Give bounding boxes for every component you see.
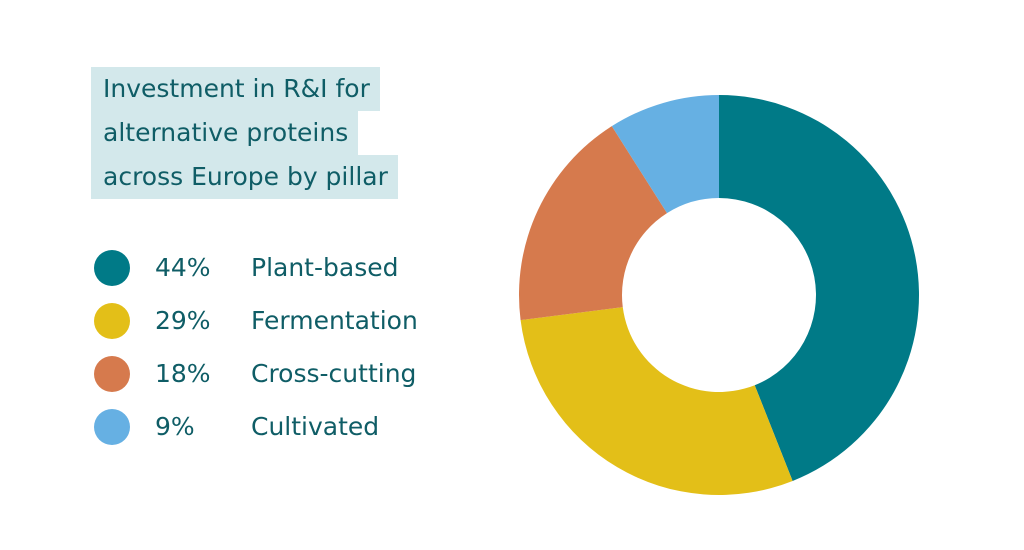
- legend-item-cultivated: 9% Cultivated: [94, 400, 418, 453]
- legend-swatch-plant-based: [94, 249, 130, 286]
- legend-label-cross-cutting: Cross-cutting: [251, 359, 417, 388]
- legend-swatch-cross-cutting: [94, 355, 130, 392]
- legend-label-fermentation: Fermentation: [251, 306, 418, 335]
- chart-legend: 44% Plant-based 29% Fermentation 18% Cro…: [94, 241, 418, 453]
- donut-slice-fermentation: [520, 307, 793, 495]
- donut-chart: [519, 95, 919, 495]
- chart-title-line-2: alternative proteins: [91, 111, 359, 155]
- legend-swatch-cultivated: [94, 408, 130, 445]
- donut-slice-plant-based: [719, 95, 919, 481]
- legend-item-cross-cutting: 18% Cross-cutting: [94, 347, 418, 400]
- chart-title: Investment in R&I for alternative protei…: [91, 67, 398, 199]
- legend-label-cultivated: Cultivated: [251, 412, 380, 441]
- legend-item-plant-based: 44% Plant-based: [94, 241, 418, 294]
- legend-label-plant-based: Plant-based: [251, 253, 399, 282]
- legend-value-cross-cutting: 18%: [155, 359, 211, 388]
- chart-title-line-1: Investment in R&I for: [91, 67, 380, 111]
- legend-swatch-fermentation: [94, 302, 130, 339]
- legend-value-cultivated: 9%: [155, 412, 195, 441]
- donut-slice-cultivated: [611, 95, 719, 214]
- legend-value-plant-based: 44%: [155, 253, 211, 282]
- chart-title-line-3: across Europe by pillar: [91, 155, 398, 199]
- donut-slice-cross-cutting: [519, 126, 668, 321]
- legend-value-fermentation: 29%: [155, 306, 211, 335]
- legend-item-fermentation: 29% Fermentation: [94, 294, 418, 347]
